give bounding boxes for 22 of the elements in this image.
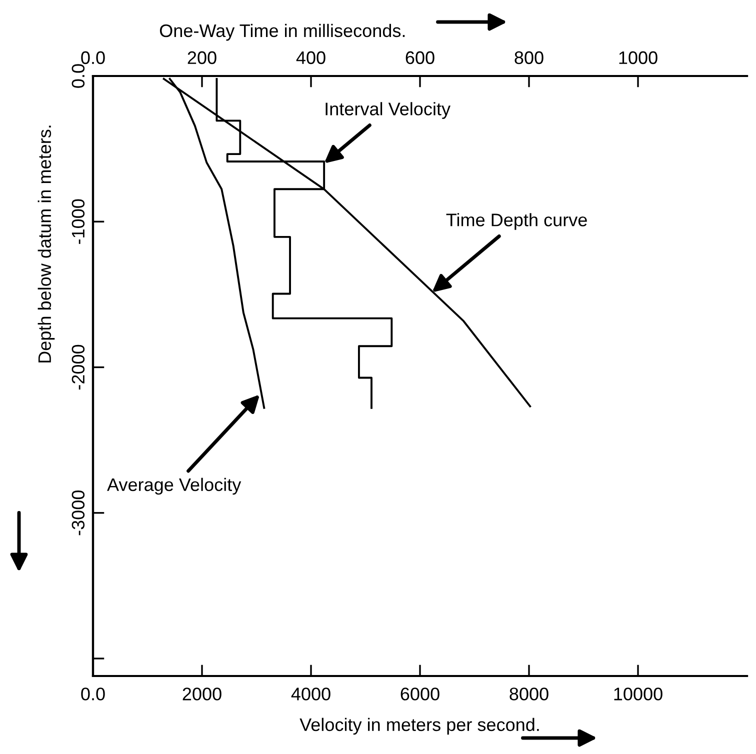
x-axis-title: Velocity in meters per second. — [300, 718, 539, 735]
x-tick-label: 2000 — [182, 688, 222, 700]
x2-axis-title: One-Way Time in milliseconds. — [160, 24, 405, 41]
x-tick-label: 10000 — [614, 688, 662, 700]
x2-tick-label: 800 — [514, 51, 544, 64]
x2-tick-label: 1000 — [619, 51, 658, 64]
y-tick-label: -1000 — [72, 199, 85, 244]
x-tick-label: 8000 — [510, 688, 548, 700]
y-tick-label: -3000 — [72, 490, 85, 536]
x2-tick-label: 0.0 — [81, 51, 105, 64]
x2-tick-label: 600 — [406, 51, 434, 64]
y-tick-label: 0.0 — [72, 64, 85, 88]
x-tick-label: 4000 — [291, 688, 330, 700]
y-tick-label: -2000 — [72, 344, 85, 390]
annotation: Time Depth curve — [446, 213, 587, 230]
x-tick-label: 0.0 — [81, 688, 105, 700]
x2-tick-label: 400 — [296, 51, 326, 64]
x2-tick-label: 200 — [188, 51, 216, 64]
x-tick-label: 6000 — [400, 688, 440, 700]
annotation: Interval Velocity — [326, 102, 450, 119]
annotation: Average Velocity — [107, 478, 242, 495]
y-axis-title: Depth below datum in meters. — [38, 126, 55, 362]
